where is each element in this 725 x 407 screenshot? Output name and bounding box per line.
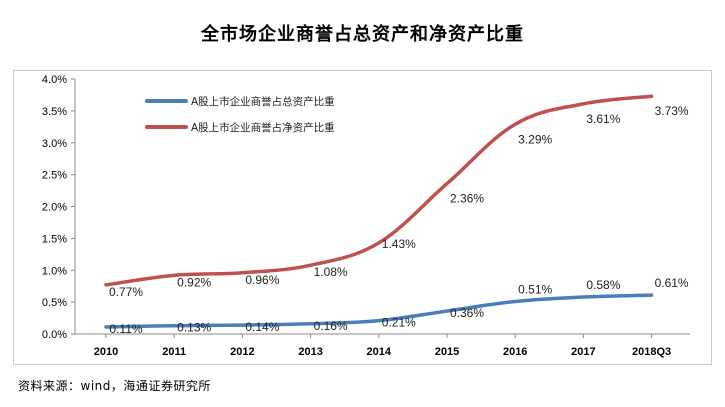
data-label: 3.29% (518, 132, 552, 146)
data-label: 0.13% (177, 321, 211, 335)
y-tick-label: 4.0% (42, 74, 67, 86)
data-label: 0.61% (655, 276, 689, 290)
data-label: 1.08% (314, 265, 348, 279)
data-label: 0.16% (314, 319, 348, 333)
data-label: 2.36% (450, 192, 484, 206)
data-label: 0.51% (518, 282, 552, 296)
x-tick-label: 2014 (367, 346, 392, 358)
y-tick-label: 1.5% (42, 233, 67, 245)
series-line-net-assets (104, 94, 654, 287)
chart-legend: A股上市企业商誉占总资产比重 A股上市企业商誉占净资产比重 (145, 95, 335, 134)
x-tick-label: 2018Q3 (632, 346, 671, 358)
x-tick-label: 2012 (230, 346, 254, 358)
data-label: 0.58% (586, 278, 620, 292)
data-label: 1.43% (382, 237, 416, 251)
data-label: 0.11% (109, 322, 142, 336)
x-tick-label: 2016 (503, 346, 527, 358)
y-tick-label: 1.0% (42, 265, 67, 277)
data-label: 0.21% (382, 316, 416, 330)
data-label: 0.96% (245, 273, 279, 287)
y-tick-label: 3.5% (42, 106, 67, 118)
series-line-total-assets (104, 293, 654, 329)
data-label: 0.92% (177, 275, 211, 289)
data-label: 0.36% (450, 306, 484, 320)
x-tick-label: 2017 (571, 346, 595, 358)
chart-axes: 0.0% 0.5% 1.0% 1.5% 2.0% 2.5% 3.0% 3.5% 4.0% 2010… (42, 74, 690, 358)
x-tick-label: 2010 (94, 346, 118, 358)
y-tick-label: 2.0% (42, 202, 67, 214)
data-label: 0.14% (245, 320, 279, 334)
y-tick-label: 3.0% (42, 138, 67, 150)
y-tick-label: 2.5% (42, 170, 67, 182)
x-tick-label: 2013 (298, 346, 322, 358)
data-label: 0.77% (109, 285, 143, 299)
legend-label: A股上市企业商誉占总资产比重 (191, 95, 335, 108)
source-note: 资料来源：wind，海通证券研究所 (18, 379, 211, 393)
chart-title: 全市场企业商誉占总资产和净资产比重 (201, 24, 524, 45)
chart-series (104, 94, 654, 329)
x-tick-label: 2011 (162, 346, 186, 358)
y-tick-label: 0.0% (42, 329, 67, 341)
data-label: 3.73% (655, 104, 689, 118)
y-tick-label: 0.5% (42, 297, 67, 309)
x-tick-label: 2015 (435, 346, 459, 358)
legend-label: A股上市企业商誉占净资产比重 (191, 121, 335, 134)
data-label: 3.61% (586, 112, 620, 126)
chart-frame (13, 70, 712, 365)
chart-data-labels: 0.11% 0.13% 0.14% 0.16% 0.21% 0.36% 0.51% 0.58%… (109, 104, 689, 336)
